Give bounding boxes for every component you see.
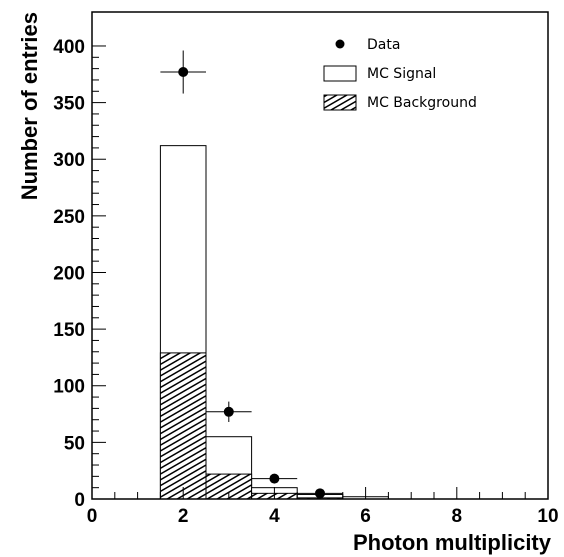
legend-label-data: Data (367, 37, 400, 53)
data-marker (315, 488, 325, 499)
x-axis-title: Photon multiplicity (353, 530, 552, 555)
y-tick-label: 400 (53, 37, 85, 58)
data-point-3 (251, 473, 298, 484)
y-tick-label: 350 (53, 94, 85, 115)
data-marker (178, 67, 189, 78)
x-tick-label: 2 (178, 506, 189, 527)
data-point-4 (297, 488, 343, 499)
x-tick-label: 8 (452, 506, 463, 527)
legend-label-signal: MC Signal (367, 66, 436, 82)
histogram-bars (159, 145, 389, 500)
data-point-2 (206, 401, 252, 422)
y-tick-label: 100 (53, 377, 85, 398)
data-marker (223, 406, 234, 417)
y-tick-label: 300 (53, 150, 85, 171)
legend-label-background: MC Background (367, 95, 477, 111)
y-tick-label: 150 (53, 320, 85, 341)
y-tick-label: 200 (53, 263, 85, 284)
background-bar-1 (159, 352, 207, 500)
x-tick-label: 4 (269, 506, 280, 527)
legend: Data MC Signal MC Background (323, 37, 477, 111)
y-tick-label: 50 (64, 433, 85, 454)
y-tick-label: 250 (53, 207, 85, 228)
data-points (160, 50, 343, 499)
x-tick-label: 10 (537, 506, 558, 527)
y-tick-label: 0 (74, 490, 85, 511)
data-marker (269, 473, 280, 484)
y-axis-title: Number of entries (17, 12, 42, 200)
data-point-1 (160, 50, 206, 94)
legend-data-marker (335, 39, 345, 49)
legend-background-swatch (323, 94, 357, 111)
x-tick-label: 0 (87, 506, 98, 527)
x-tick-label: 6 (360, 506, 371, 527)
legend-signal-swatch (323, 65, 357, 82)
